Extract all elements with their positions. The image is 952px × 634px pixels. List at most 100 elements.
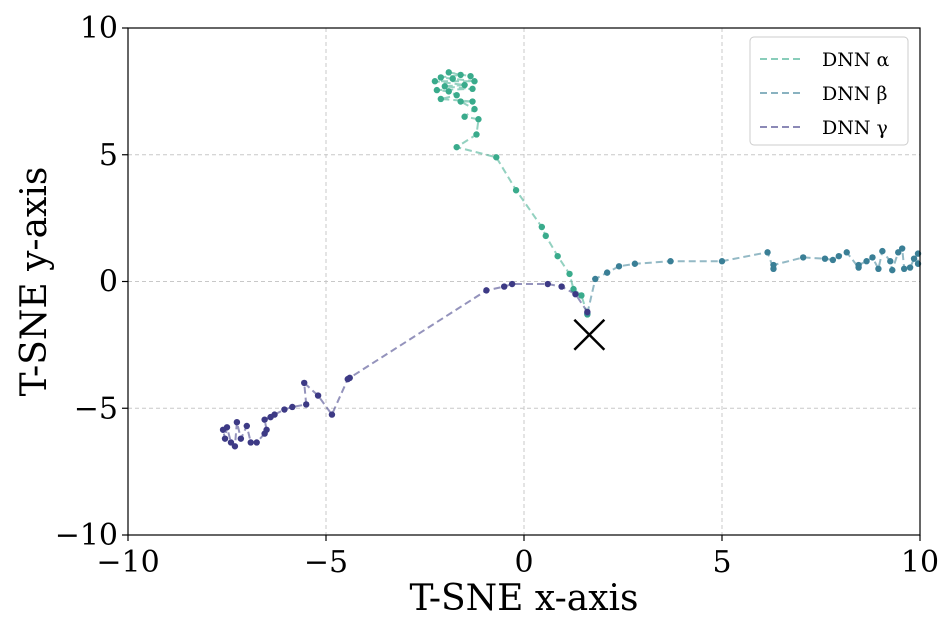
data-point (898, 245, 906, 252)
series-1 (431, 69, 591, 318)
x-marker (573, 318, 606, 351)
data-point (906, 264, 914, 271)
data-point (566, 270, 573, 278)
data-point (889, 266, 896, 274)
data-point (718, 258, 726, 265)
data-point (843, 249, 850, 256)
data-point (615, 263, 623, 270)
data-point (592, 275, 599, 283)
series-line (586, 246, 919, 314)
data-point (457, 71, 464, 79)
data-point (578, 292, 585, 299)
y-tick-label: −10 (55, 518, 118, 553)
data-point (764, 249, 771, 256)
data-point (508, 280, 516, 288)
series-line (222, 283, 589, 449)
data-point (457, 98, 464, 105)
data-point (469, 85, 476, 93)
series-line (434, 71, 589, 315)
x-tick-label: 10 (901, 545, 939, 580)
data-point (572, 290, 579, 298)
data-point (433, 86, 441, 94)
data-point (667, 258, 674, 265)
data-point (900, 265, 908, 273)
data-point (770, 261, 777, 269)
data-point (821, 255, 829, 262)
data-point (453, 143, 460, 151)
data-point (453, 91, 460, 99)
gridlines (128, 28, 920, 535)
legend: DNN α DNN β DNN γ (749, 36, 909, 146)
data-point (501, 283, 508, 290)
tick-marks: −10 −5 0 5 10 −10 −5 0 5 10 (55, 11, 939, 580)
data-point (554, 252, 561, 260)
legend-entry: DNN β (822, 83, 888, 105)
data-point (469, 98, 476, 105)
y-tick-label: 0 (99, 265, 118, 300)
data-point (289, 403, 296, 411)
x-marker-stroke (573, 318, 606, 351)
data-point (467, 72, 474, 80)
y-axis-label: T-SNE y-axis (14, 167, 55, 397)
x-tick-label: −10 (96, 545, 159, 580)
data-point (829, 256, 837, 264)
data-point (461, 81, 468, 89)
data-point (835, 252, 843, 260)
data-point (475, 116, 482, 123)
data-point (261, 416, 268, 423)
data-point (441, 83, 448, 90)
data-point (483, 287, 490, 294)
legend-entry: DNN γ (822, 117, 888, 139)
data-point (895, 249, 902, 256)
data-point (461, 113, 468, 120)
data-point (227, 439, 235, 446)
series-layer (219, 69, 922, 450)
data-point (267, 413, 274, 421)
data-point (445, 69, 452, 76)
data-point (243, 422, 250, 430)
data-point (437, 95, 445, 103)
data-point (445, 88, 452, 95)
data-point (231, 443, 239, 450)
data-point (431, 78, 439, 85)
data-point (237, 435, 245, 442)
data-point (233, 418, 241, 426)
data-point (570, 285, 577, 293)
data-point (473, 131, 480, 138)
data-point (584, 308, 591, 316)
data-point (301, 379, 308, 387)
data-point (538, 223, 546, 231)
series-2 (584, 245, 922, 317)
data-point (471, 78, 478, 85)
data-point (344, 375, 351, 383)
data-point (328, 411, 336, 418)
x-tick-label: −5 (304, 545, 348, 580)
data-point (471, 105, 478, 113)
legend-entry: DNN α (822, 49, 890, 71)
data-point (247, 439, 254, 446)
data-point (558, 283, 565, 290)
data-point (544, 280, 551, 288)
data-point (879, 247, 886, 255)
x-tick-label: 5 (712, 545, 731, 580)
y-tick-label: 10 (80, 11, 118, 46)
data-point (253, 439, 260, 446)
data-point (542, 232, 549, 240)
y-tick-label: 5 (99, 138, 118, 173)
data-point (219, 426, 227, 433)
data-point (314, 392, 322, 399)
marker-layer (573, 318, 606, 351)
data-point (887, 258, 894, 265)
x-tick-label: 0 (514, 545, 533, 580)
y-tick-label: −5 (74, 391, 118, 426)
data-point (910, 255, 918, 262)
data-point (493, 154, 500, 161)
series-3 (219, 280, 591, 450)
data-point (799, 254, 807, 261)
data-point (449, 75, 456, 82)
data-point (855, 261, 862, 269)
data-point (281, 406, 288, 413)
data-point (603, 269, 611, 276)
legend-box (749, 36, 909, 146)
data-point (437, 74, 445, 81)
